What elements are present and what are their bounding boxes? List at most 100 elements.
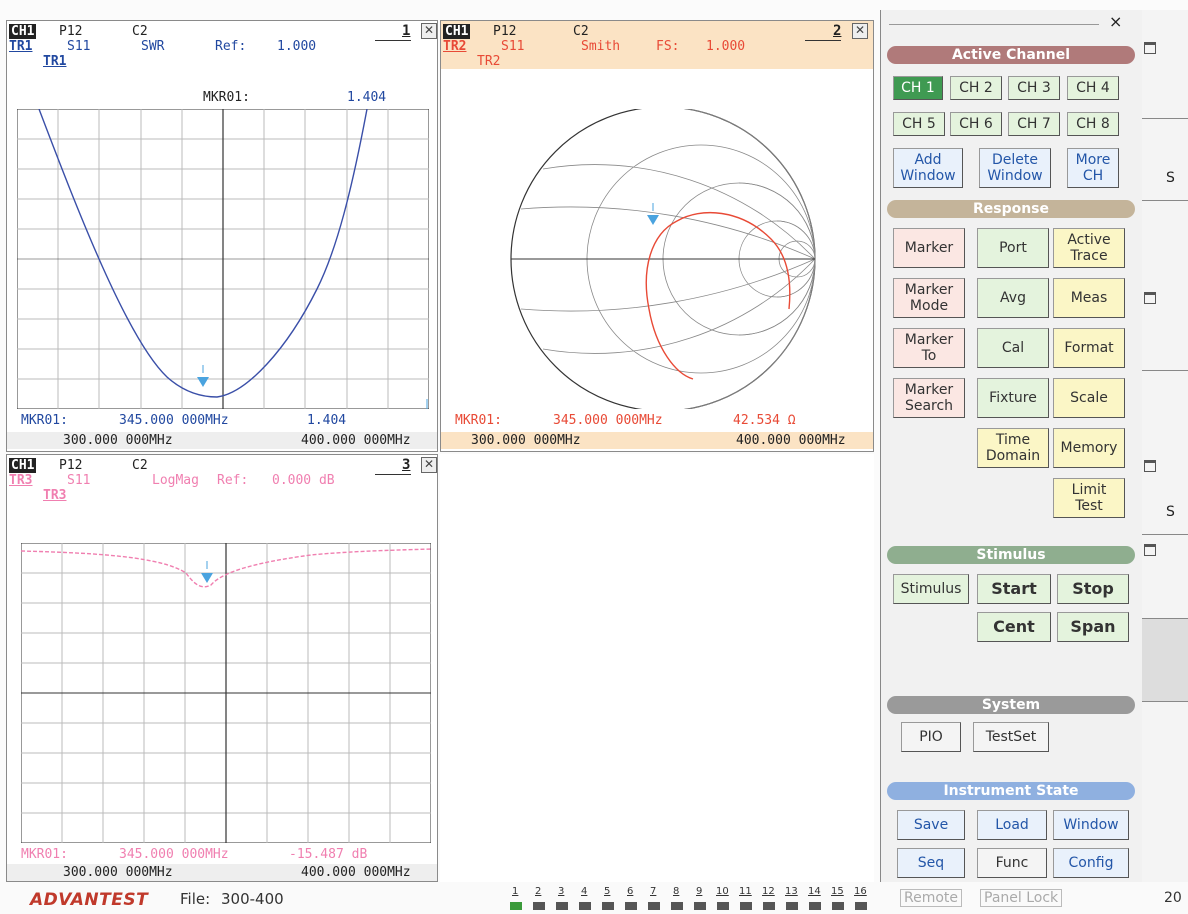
- trace-id: TR2: [443, 39, 467, 54]
- config-button[interactable]: Config: [1053, 848, 1129, 878]
- led-indicator: [510, 902, 522, 910]
- ch6-button[interactable]: CH 6: [950, 112, 1002, 136]
- led-label: 12: [762, 886, 775, 897]
- window-icon[interactable]: [1144, 544, 1156, 556]
- led-indicator: [809, 902, 821, 910]
- led-indicator: [602, 902, 614, 910]
- led-indicator: [648, 902, 660, 910]
- led-label: 5: [604, 886, 611, 897]
- start-freq: 300.000 000MHz: [471, 433, 581, 448]
- window-3-logmag[interactable]: CH1 P12 C2 TR3 S11 LogMag Ref: 0.000 dB …: [6, 454, 438, 882]
- marker-button[interactable]: Marker: [893, 228, 965, 268]
- more-ch-button[interactable]: More CH: [1067, 148, 1119, 188]
- ch4-button[interactable]: CH 4: [1067, 76, 1119, 100]
- window-number: 3: [402, 457, 411, 473]
- save-button[interactable]: Save: [897, 810, 965, 840]
- close-icon[interactable]: ✕: [852, 23, 868, 39]
- panel-lock-indicator: Panel Lock: [980, 889, 1063, 907]
- window-2-smith[interactable]: CH1 P12 C2 TR2 S11 Smith FS: 1.000 TR2 2…: [440, 20, 874, 452]
- header-underline: [375, 474, 411, 475]
- window-icon[interactable]: [1144, 460, 1156, 472]
- marker-mode-button[interactable]: Marker Mode: [893, 278, 965, 318]
- window-2-header: CH1 P12 C2 TR2 S11 Smith FS: 1.000 TR2 2…: [441, 21, 873, 109]
- ch8-button[interactable]: CH 8: [1067, 112, 1119, 136]
- logmag-trace: [21, 548, 431, 588]
- memory-button[interactable]: Memory: [1053, 428, 1125, 468]
- fixture-button[interactable]: Fixture: [977, 378, 1049, 418]
- sweep-range: 300.000 000MHz 400.000 000MHz: [441, 432, 873, 449]
- marker-icon: [201, 561, 213, 583]
- smith-chart: [510, 109, 816, 409]
- active-trace-button[interactable]: Active Trace: [1053, 228, 1125, 268]
- sweep-range: 300.000 000MHz 400.000 000MHz: [7, 432, 437, 449]
- remote-indicator: Remote: [900, 889, 963, 907]
- stimulus-button[interactable]: Stimulus: [893, 574, 969, 604]
- panel-title-line: [889, 24, 1099, 25]
- center-button[interactable]: Cent: [977, 612, 1051, 642]
- section-response: Response: [887, 200, 1135, 218]
- led-indicator: [556, 902, 568, 910]
- func-button[interactable]: Func: [977, 848, 1047, 878]
- cal-button[interactable]: Cal: [977, 328, 1049, 368]
- marker-icon: [197, 365, 209, 387]
- led-indicator: [671, 902, 683, 910]
- cal-label: C2: [573, 24, 589, 39]
- stop-freq: 400.000 000MHz: [301, 433, 411, 448]
- marker-to-button[interactable]: Marker To: [893, 328, 965, 368]
- window-1-header: CH1 P12 C2 TR1 S11 SWR Ref: 1.000 TR1 1 …: [7, 21, 437, 109]
- load-button[interactable]: Load: [977, 810, 1047, 840]
- format-button[interactable]: Format: [1053, 328, 1125, 368]
- led-label: 4: [581, 886, 588, 897]
- ch3-button[interactable]: CH 3: [1008, 76, 1060, 100]
- testset-button[interactable]: TestSet: [973, 722, 1049, 752]
- window-icon[interactable]: [1144, 42, 1156, 54]
- section-stimulus: Stimulus: [887, 546, 1135, 564]
- led-label: 2: [535, 886, 542, 897]
- ref-label: FS:: [656, 39, 680, 54]
- start-button[interactable]: Start: [977, 574, 1051, 604]
- stop-button[interactable]: Stop: [1057, 574, 1129, 604]
- header-underline: [805, 40, 841, 41]
- led-indicator: [625, 902, 637, 910]
- limit-test-button[interactable]: Limit Test: [1053, 478, 1125, 518]
- logmag-graph: [21, 543, 431, 843]
- close-icon[interactable]: ✕: [421, 457, 437, 473]
- marker-value: 1.404: [307, 413, 347, 428]
- marker-name: MKR01:: [21, 413, 68, 428]
- meas-button[interactable]: Meas: [1053, 278, 1125, 318]
- window-icon[interactable]: [1144, 292, 1156, 304]
- port-button[interactable]: Port: [977, 228, 1049, 268]
- ch7-button[interactable]: CH 7: [1008, 112, 1060, 136]
- led-label: 1: [512, 886, 519, 897]
- pio-button[interactable]: PIO: [901, 722, 961, 752]
- window-number: 1: [402, 23, 411, 39]
- ch2-button[interactable]: CH 2: [950, 76, 1002, 100]
- time-domain-button[interactable]: Time Domain: [977, 428, 1049, 468]
- delete-window-button[interactable]: Delete Window: [979, 148, 1051, 188]
- scroll-area[interactable]: [1142, 618, 1188, 702]
- ch5-button[interactable]: CH 5: [893, 112, 945, 136]
- header-underline: [375, 40, 411, 41]
- file-name: 300-400: [221, 890, 284, 908]
- close-icon[interactable]: ✕: [421, 23, 437, 39]
- led-indicator: [832, 902, 844, 910]
- led-label: 14: [808, 886, 821, 897]
- marker-search-button[interactable]: Marker Search: [893, 378, 965, 418]
- add-window-button[interactable]: Add Window: [893, 148, 963, 188]
- seq-button[interactable]: Seq: [897, 848, 965, 878]
- avg-button[interactable]: Avg: [977, 278, 1049, 318]
- window-1-swr[interactable]: CH1 P12 C2 TR1 S11 SWR Ref: 1.000 TR1 1 …: [6, 20, 438, 452]
- scale-button[interactable]: Scale: [1053, 378, 1125, 418]
- led-label: 13: [785, 886, 798, 897]
- ch1-button[interactable]: CH 1: [893, 76, 943, 100]
- window-2-footer: MKR01: 345.000 000MHz 42.534 Ω 300.000 0…: [441, 413, 873, 449]
- start-freq: 300.000 000MHz: [63, 865, 173, 880]
- ref-label: Ref:: [215, 39, 247, 54]
- window-button[interactable]: Window: [1053, 810, 1129, 840]
- swr-graph: [17, 109, 429, 409]
- marker-freq: 345.000 000MHz: [553, 413, 663, 428]
- status-bar: ADVANTEST File: 300-400 1 2 3 4 5 6 7 8 …: [0, 882, 1188, 914]
- trace-label: TR3: [43, 488, 67, 503]
- span-button[interactable]: Span: [1057, 612, 1129, 642]
- close-icon[interactable]: ×: [1109, 12, 1123, 31]
